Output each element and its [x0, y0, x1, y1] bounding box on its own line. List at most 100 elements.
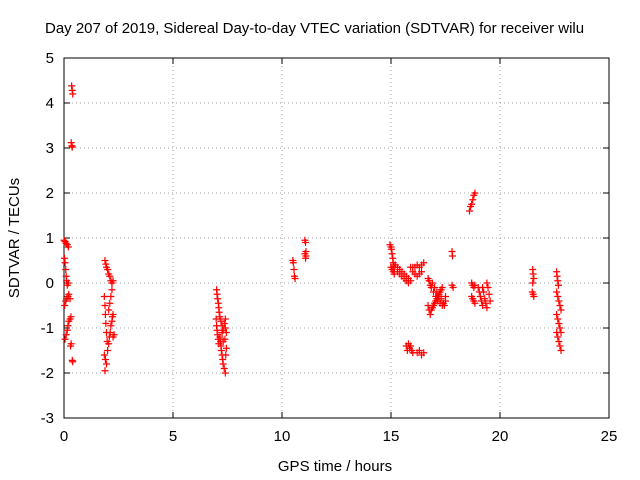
data-point: [484, 284, 492, 291]
data-point: [486, 297, 494, 305]
data-point: [555, 320, 563, 327]
data-point: [476, 293, 484, 300]
data-point: [105, 340, 113, 348]
data-point: [64, 322, 72, 330]
data-point: [61, 302, 69, 309]
data-point: [482, 299, 490, 307]
data-point: [485, 290, 493, 298]
data-point: [483, 279, 491, 287]
data-point: [420, 259, 428, 267]
data-point: [69, 90, 77, 98]
data-point: [62, 266, 70, 273]
data-point: [529, 270, 537, 278]
data-point: [221, 315, 229, 323]
data-point: [109, 277, 117, 285]
data-point: [530, 293, 538, 300]
data-point: [557, 306, 565, 314]
data-point: [557, 347, 565, 354]
data-point: [213, 290, 221, 298]
data-point: [217, 347, 225, 354]
data-point: [220, 365, 228, 372]
data-point: [67, 313, 75, 321]
data-point: [214, 295, 222, 303]
data-point: [554, 333, 562, 341]
x-tick-label: 15: [383, 428, 400, 445]
data-point: [101, 302, 109, 309]
data-point: [216, 333, 224, 341]
data-point: [302, 239, 310, 246]
y-tick-label: 3: [46, 140, 54, 157]
data-point: [67, 139, 75, 147]
data-point: [442, 293, 449, 300]
data-point: [109, 333, 117, 341]
data-point: [100, 351, 108, 359]
data-point: [104, 266, 112, 273]
data-point: [68, 82, 76, 90]
x-tick-label: 5: [169, 428, 177, 445]
data-point: [108, 286, 116, 294]
data-point: [218, 329, 226, 336]
data-point: [428, 279, 436, 287]
grid-lines: [64, 58, 609, 418]
y-tick-label: -3: [41, 410, 54, 427]
chart-title: Day 207 of 2019, Sidereal Day-to-day VTE…: [45, 20, 584, 37]
data-point: [221, 324, 229, 332]
data-point: [219, 360, 227, 368]
data-point: [553, 329, 561, 336]
data-point: [418, 268, 426, 276]
x-tick-label: 25: [601, 428, 618, 445]
data-point: [554, 293, 562, 300]
data-point: [302, 254, 310, 262]
data-point: [471, 189, 479, 197]
data-points: [60, 82, 565, 377]
data-point: [388, 250, 396, 258]
data-point: [554, 277, 562, 285]
y-tick-label: 5: [46, 50, 54, 67]
data-point: [69, 358, 77, 366]
data-point: [106, 299, 114, 307]
data-point: [556, 302, 564, 309]
data-point: [415, 347, 423, 354]
data-point: [469, 196, 477, 204]
data-point: [480, 288, 488, 296]
data-point: [212, 315, 220, 323]
data-point: [66, 295, 74, 303]
data-point: [554, 281, 562, 289]
data-point: [556, 342, 564, 350]
data-point: [289, 259, 297, 267]
data-point: [106, 329, 114, 336]
data-point: [221, 369, 229, 377]
y-axis-label: SDTVAR / TECUs: [6, 178, 23, 298]
data-point: [219, 338, 227, 345]
data-point: [291, 275, 299, 282]
data-point: [529, 279, 537, 287]
y-axis-ticks: -3 -2 -1 0 1 2 3 4 5: [41, 50, 609, 427]
data-point: [426, 311, 434, 318]
data-point: [64, 243, 72, 251]
data-point: [290, 266, 298, 273]
data-point: [100, 293, 108, 300]
data-point: [215, 308, 223, 316]
data-point: [107, 322, 115, 330]
data-point: [67, 340, 75, 348]
data-point: [213, 326, 221, 334]
data-point: [448, 252, 456, 260]
data-point: [104, 347, 112, 354]
data-point: [109, 311, 117, 318]
data-point: [65, 290, 73, 298]
data-point: [106, 272, 114, 280]
data-point: [483, 304, 491, 312]
data-point: [555, 338, 563, 345]
data-point: [105, 306, 113, 314]
data-point: [438, 284, 446, 291]
data-point: [68, 143, 76, 151]
data-point: [101, 356, 109, 363]
data-point: [101, 311, 109, 318]
data-point: [101, 367, 109, 375]
x-tick-label: 0: [60, 428, 68, 445]
y-tick-label: 0: [46, 275, 54, 292]
data-point: [216, 313, 224, 321]
y-tick-label: 4: [46, 95, 54, 112]
data-point: [103, 360, 111, 368]
